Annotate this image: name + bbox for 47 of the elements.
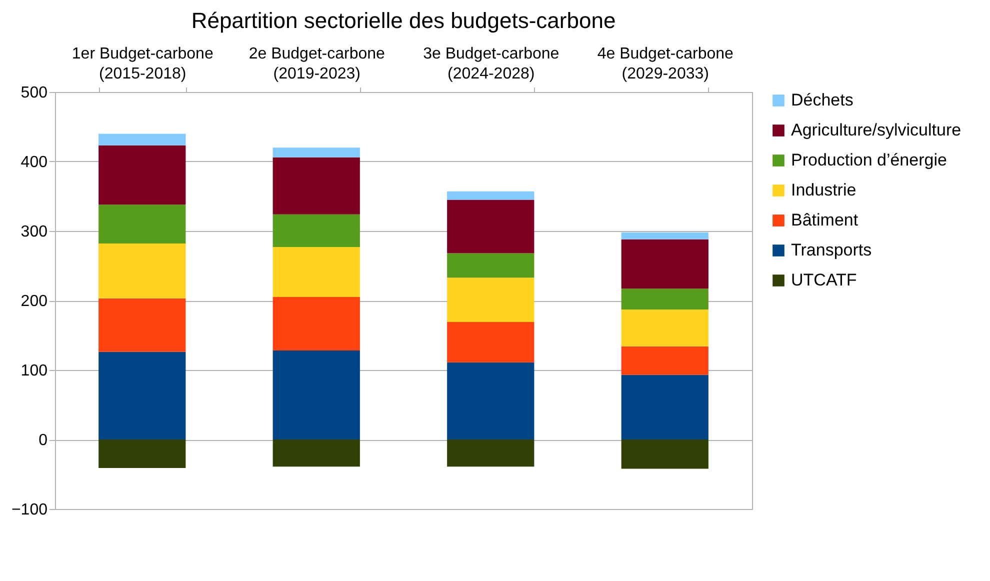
bar bbox=[621, 346, 708, 375]
bar bbox=[272, 350, 360, 440]
y-tick-label: 0 bbox=[38, 432, 48, 449]
bar bbox=[447, 253, 534, 278]
y-tick-label: 400 bbox=[20, 154, 48, 171]
legend-label: Bâtiment bbox=[791, 210, 858, 230]
bar bbox=[98, 298, 186, 352]
bar bbox=[447, 362, 534, 440]
bar bbox=[447, 200, 534, 254]
bar bbox=[621, 440, 708, 469]
y-tick-label: −100 bbox=[11, 502, 48, 518]
x-tick-label: 3e Budget-carbone (2024-2028) bbox=[423, 46, 560, 82]
bar bbox=[98, 134, 186, 146]
y-tick-label: 200 bbox=[20, 293, 48, 310]
bar bbox=[98, 352, 186, 440]
legend-label: UTCATF bbox=[791, 270, 857, 290]
bar bbox=[447, 440, 534, 467]
bar bbox=[98, 204, 186, 244]
y-tick-label: 100 bbox=[20, 362, 48, 380]
bar bbox=[272, 297, 360, 351]
bar bbox=[98, 440, 186, 468]
legend-label: Déchets bbox=[791, 90, 854, 110]
bar bbox=[272, 157, 360, 214]
bar bbox=[447, 322, 534, 362]
bar bbox=[621, 374, 708, 440]
bar bbox=[447, 278, 534, 322]
legend-label: Industrie bbox=[791, 180, 856, 200]
bar bbox=[98, 146, 186, 205]
x-tick-label: 1er Budget-carbone (2015-2018) bbox=[72, 46, 214, 82]
bar bbox=[447, 191, 534, 200]
bar bbox=[621, 310, 708, 346]
y-tick-label: 500 bbox=[20, 84, 48, 102]
bar bbox=[621, 288, 708, 310]
legend-label: Production d’énergie bbox=[791, 150, 947, 170]
y-tick-label: 300 bbox=[20, 224, 48, 240]
bar bbox=[621, 232, 708, 240]
legend-label: Agriculture/sylviculture bbox=[791, 120, 962, 140]
x-tick-label: 2e Budget-carbone (2019-2023) bbox=[248, 46, 386, 82]
x-tick-label: 4e Budget-carbone (2029-2033) bbox=[597, 46, 734, 82]
legend-label: Transports bbox=[791, 240, 872, 260]
chart-title: Répartition sectorielle des budgets-carbone bbox=[191, 8, 616, 33]
bar bbox=[272, 214, 360, 247]
bar bbox=[272, 246, 360, 298]
bar bbox=[98, 244, 186, 298]
bar bbox=[272, 148, 360, 158]
bar bbox=[621, 239, 708, 289]
bar bbox=[272, 440, 360, 467]
